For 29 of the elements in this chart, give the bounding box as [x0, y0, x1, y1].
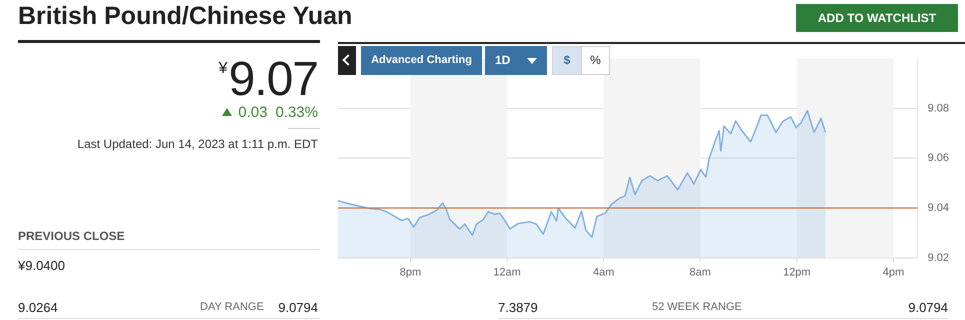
y-tick-label: 9.06: [928, 152, 950, 164]
text: 9.0264: [18, 300, 58, 315]
annotation: %: [581, 46, 610, 75]
text: DAY RANGE: [200, 301, 264, 313]
text: Last Updated: Jun 14, 2023 at 1:11 p.m. EDT: [77, 137, 318, 151]
annotation: $: [552, 46, 582, 75]
y-tick-label: 9.04: [928, 202, 950, 214]
text: 0.33%: [275, 104, 318, 121]
annotation: 1D: [495, 52, 510, 69]
text: PREVIOUS CLOSE: [18, 229, 125, 243]
text: 52 WEEK RANGE: [652, 301, 742, 313]
text: 7.3879: [498, 300, 538, 315]
text: 0.03: [238, 104, 268, 121]
text: 9.0794: [278, 300, 318, 315]
x-tick-label: 4am: [592, 266, 614, 278]
text: $^{¥}$9.07: [218, 52, 318, 106]
text: ADD TO WATCHLIST: [796, 4, 958, 32]
text: 9.0794: [908, 300, 948, 315]
dropdown-button: 1D: [485, 46, 547, 75]
x-tick-label: 8pm: [400, 266, 422, 278]
x-tick-label: 12pm: [783, 266, 811, 278]
y-tick-label: 9.02: [928, 252, 950, 264]
x-tick-label: 12am: [493, 266, 521, 278]
annotation: Advanced Charting: [361, 46, 482, 75]
chart-title: British Pound/Chinese Yuan: [18, 2, 352, 31]
y-tick-label: 9.08: [928, 102, 950, 114]
text: ¥9.0400: [18, 258, 65, 273]
x-tick-label: 4pm: [882, 266, 904, 278]
x-tick-label: 8am: [690, 266, 711, 278]
